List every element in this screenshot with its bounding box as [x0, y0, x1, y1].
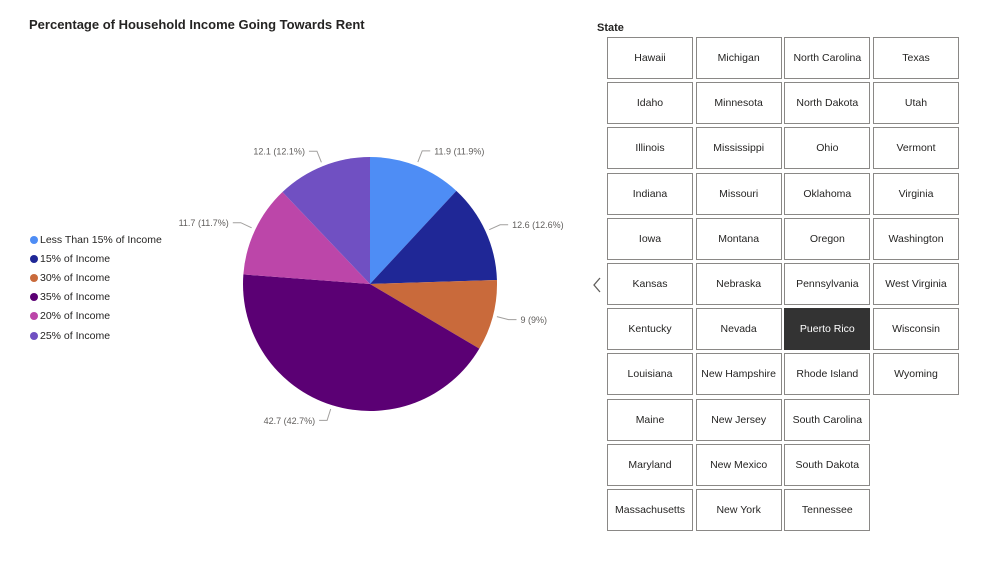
slicer-title: State	[597, 22, 624, 34]
state-tile[interactable]: Mississippi	[695, 127, 782, 170]
state-tile[interactable]: South Dakota	[784, 443, 871, 486]
state-tile[interactable]: Rhode Island	[784, 353, 871, 396]
chart-title: Percentage of Household Income Going Tow…	[29, 17, 365, 32]
data-label-1: 11.9 (11.9%)	[434, 146, 484, 156]
legend-label: 25% of Income	[40, 329, 111, 342]
state-tile[interactable]: North Carolina	[784, 37, 871, 79]
data-label-3: 9 (9%)	[521, 315, 548, 325]
state-tile[interactable]: New Hampshire	[695, 353, 782, 396]
legend-item[interactable]: 15% of Income	[30, 249, 162, 268]
state-tile[interactable]: Illinois	[607, 127, 693, 170]
legend-item[interactable]: 30% of Income	[30, 268, 162, 287]
state-tile[interactable]: Massachusetts	[607, 489, 693, 531]
legend-item[interactable]: 25% of Income	[30, 326, 162, 345]
pie-slice-1[interactable]	[370, 157, 457, 284]
state-tile[interactable]: Vermont	[873, 127, 959, 170]
state-tile[interactable]: Nevada	[695, 308, 782, 351]
state-tile[interactable]: Kansas	[607, 263, 693, 305]
state-tile[interactable]: Texas	[873, 37, 959, 79]
legend-marker	[30, 331, 38, 340]
state-tile[interactable]: Iowa	[607, 217, 693, 260]
state-tile[interactable]: Puerto Rico	[784, 308, 871, 351]
legend-label: 20% of Income	[40, 310, 111, 323]
data-label-4: 42.7 (42.7%)	[264, 416, 316, 426]
leader-line-2	[489, 224, 509, 231]
state-tile[interactable]: New York	[695, 489, 782, 531]
data-label-2: 12.6 (12.6%)	[512, 220, 564, 230]
pie-slice-5[interactable]	[243, 191, 370, 284]
legend-item[interactable]: Less Than 15% of Income	[30, 230, 162, 249]
state-tile[interactable]: Virginia	[873, 172, 959, 215]
state-tile[interactable]: Michigan	[695, 37, 782, 79]
chevron-left-icon[interactable]	[591, 277, 603, 293]
leader-line-6	[308, 150, 322, 163]
state-tile[interactable]: Nebraska	[695, 263, 782, 305]
legend-item[interactable]: 20% of Income	[30, 307, 162, 326]
data-label-5: 11.7 (11.7%)	[179, 218, 229, 228]
state-tile[interactable]: New Mexico	[695, 443, 782, 486]
state-tile[interactable]: Louisiana	[607, 353, 693, 396]
legend-label: 15% of Income	[40, 252, 111, 265]
leader-line-4	[319, 408, 332, 421]
leader-line-3	[496, 316, 517, 321]
state-tile[interactable]: Pennsylvania	[784, 263, 871, 305]
leader-line-5	[232, 222, 252, 229]
data-label-6: 12.1 (12.1%)	[253, 147, 305, 157]
state-tile[interactable]: Utah	[873, 82, 959, 125]
state-tile[interactable]: Minnesota	[695, 82, 782, 125]
legend-item[interactable]: 35% of Income	[30, 288, 162, 307]
state-tile[interactable]: Tennessee	[784, 489, 871, 531]
legend-label: Less Than 15% of Income	[40, 233, 162, 246]
legend-marker	[30, 273, 38, 282]
state-tile[interactable]: Oregon	[784, 217, 871, 260]
state-tile[interactable]: Oklahoma	[784, 172, 871, 215]
state-tile[interactable]: Maryland	[607, 443, 693, 486]
state-tile[interactable]: South Carolina	[784, 398, 871, 441]
legend-marker	[30, 293, 38, 302]
state-tile[interactable]: Idaho	[607, 82, 693, 125]
pie-slice-3[interactable]	[370, 280, 497, 349]
state-tile[interactable]: Ohio	[784, 127, 871, 170]
state-tile[interactable]: Indiana	[607, 172, 693, 215]
state-tile[interactable]: Wisconsin	[873, 308, 959, 351]
state-tile[interactable]: Wyoming	[873, 353, 959, 396]
state-tile[interactable]: North Dakota	[784, 82, 871, 125]
legend-marker	[30, 254, 38, 263]
pie-slice-4[interactable]	[243, 274, 480, 411]
legend-marker	[30, 235, 38, 244]
legend-label: 30% of Income	[40, 271, 111, 284]
state-tile[interactable]: Hawaii	[607, 37, 693, 79]
state-tile[interactable]: Kentucky	[607, 308, 693, 351]
legend-marker	[30, 312, 38, 321]
legend-label: 35% of Income	[40, 291, 111, 304]
chart-legend: Less Than 15% of Income 15% of Income 30% …	[30, 230, 162, 345]
state-tile[interactable]: West Virginia	[873, 263, 959, 305]
pie-slice-2[interactable]	[370, 190, 497, 284]
state-tile[interactable]: Missouri	[695, 172, 782, 215]
leader-line-1	[417, 150, 431, 163]
state-tile[interactable]: Montana	[695, 217, 782, 260]
state-tile[interactable]: Washington	[873, 217, 959, 260]
state-tile[interactable]: New Jersey	[695, 398, 782, 441]
pie-slice-6[interactable]	[282, 157, 370, 284]
state-tile[interactable]: Maine	[607, 398, 693, 441]
